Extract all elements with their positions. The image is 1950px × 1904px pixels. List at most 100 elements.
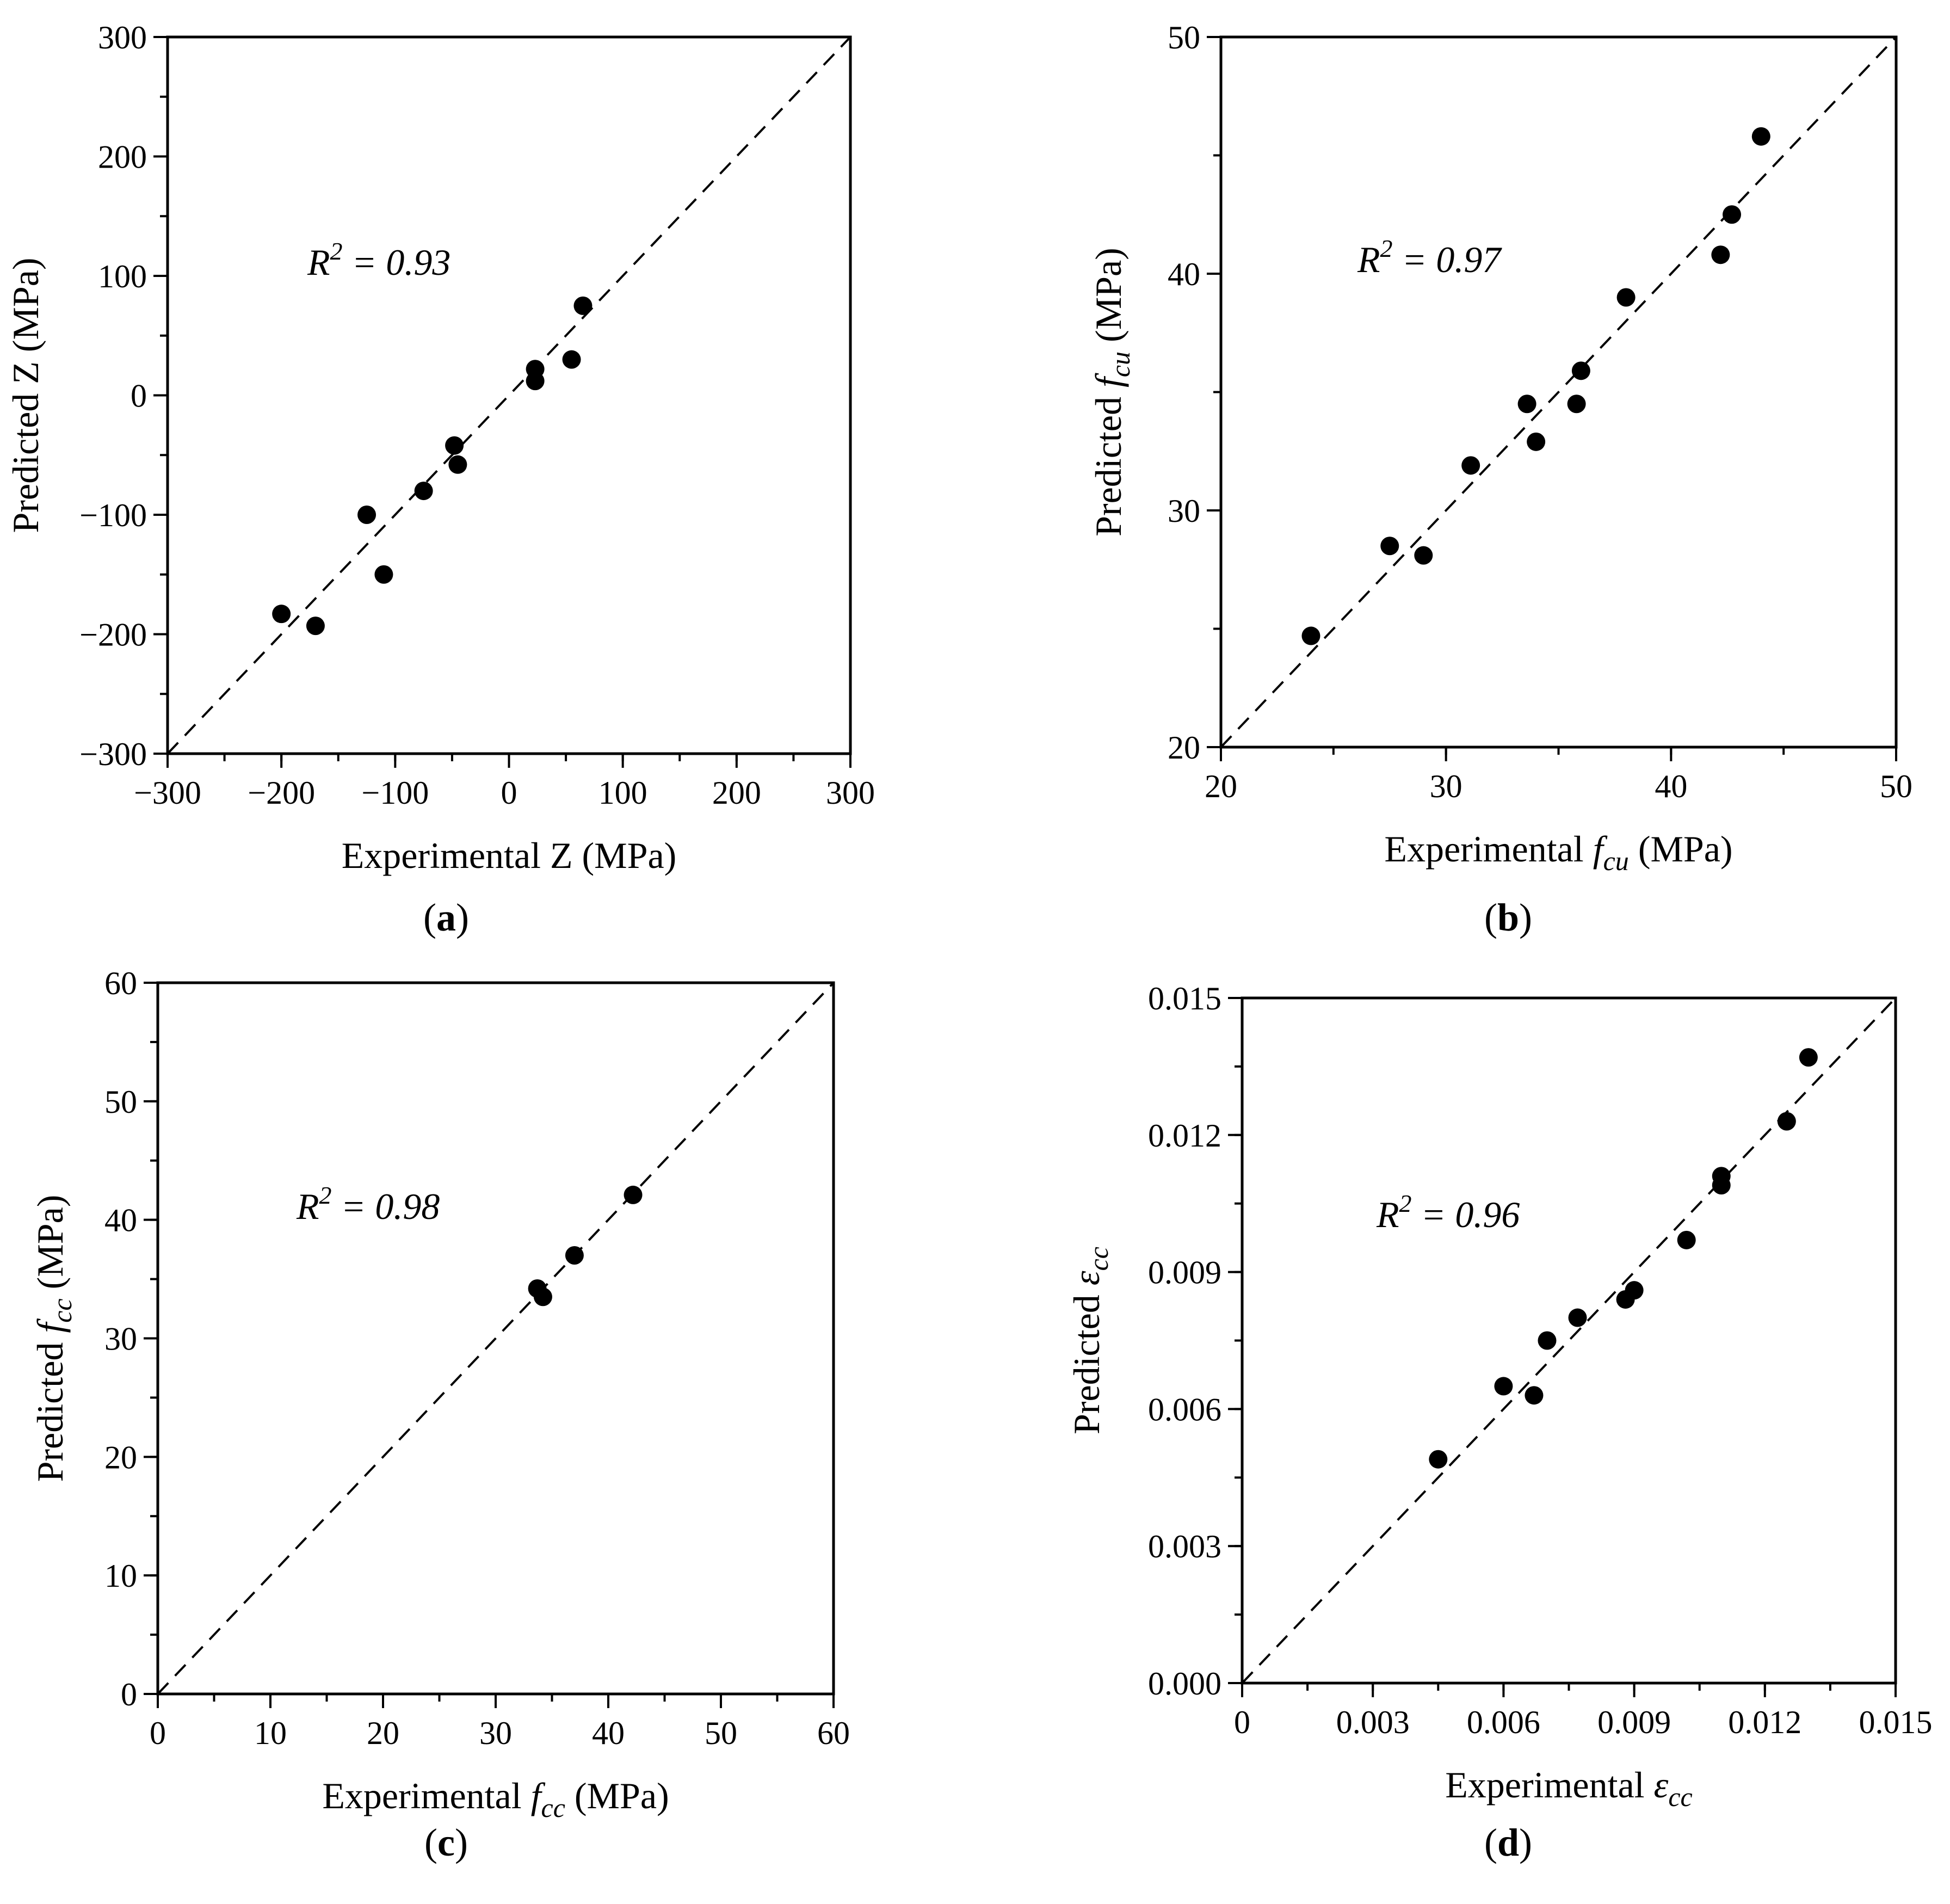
- x-tick-label: 100: [598, 775, 647, 811]
- chart-panel-a: −300 −200 −100 0 100 200 300 −300 −200 −100 0 100 20…: [5, 20, 875, 939]
- data-point: [448, 455, 467, 474]
- y-tick-label: 20: [104, 1439, 137, 1475]
- x-tick-label: 30: [479, 1715, 512, 1751]
- data-point: [573, 296, 593, 315]
- y-axis-title: Predicted εcc: [1066, 1247, 1114, 1434]
- y-tick-label: 60: [104, 965, 137, 1001]
- x-tick-label: 0: [1234, 1704, 1250, 1740]
- y-tick-label: 0: [121, 1677, 137, 1712]
- data-point: [526, 372, 545, 391]
- data-point: [1517, 395, 1536, 414]
- x-tick-label: 50: [705, 1715, 737, 1751]
- y-axis-title: Predicted fcc (MPa): [29, 1195, 77, 1482]
- chart-panel-b: 20 30 40 50 20 30 40 50 R2 = 0.97 Experimental fc…: [1088, 20, 1912, 939]
- data-point: [1751, 127, 1770, 146]
- y-tick-label: 10: [104, 1558, 137, 1594]
- data-point: [624, 1185, 643, 1204]
- x-tick-label: 0.006: [1467, 1704, 1540, 1740]
- x-tick-label: 40: [592, 1715, 625, 1751]
- y-axis-title: Predicted Z (MPa): [5, 257, 46, 533]
- data-point: [533, 1287, 552, 1307]
- y-tick-label: 50: [1168, 20, 1200, 56]
- reference-line: [166, 36, 851, 755]
- x-tick-label: −200: [248, 775, 315, 811]
- data-point: [445, 436, 464, 455]
- y-tick-label: 0.000: [1148, 1666, 1221, 1702]
- panel-label: (c): [424, 1821, 468, 1864]
- x-tick-label: 300: [826, 775, 875, 811]
- data-point: [1571, 361, 1590, 380]
- data-point: [1414, 546, 1433, 565]
- y-tick-label: 0.006: [1148, 1391, 1221, 1427]
- y-tick-label: 30: [1168, 493, 1200, 529]
- x-tick-label: 20: [1205, 768, 1237, 804]
- x-tick-label: 0.012: [1728, 1704, 1801, 1740]
- data-point: [1677, 1230, 1696, 1249]
- data-point: [1568, 1308, 1587, 1327]
- y-tick-label: 40: [104, 1203, 137, 1238]
- r-squared-annotation: R2 = 0.98: [296, 1181, 440, 1227]
- x-tick-label: 0.009: [1597, 1704, 1671, 1740]
- data-point: [1712, 1167, 1731, 1186]
- x-tick-label: 30: [1430, 768, 1462, 804]
- r-squared-annotation: R2 = 0.96: [1376, 1190, 1520, 1235]
- x-tick-label: 20: [367, 1715, 399, 1751]
- data-point: [1616, 288, 1636, 307]
- data-point: [1625, 1281, 1644, 1300]
- x-tick-label: 200: [712, 775, 761, 811]
- x-axis-title: Experimental fcc (MPa): [322, 1775, 669, 1823]
- data-point: [306, 617, 325, 636]
- y-tick-label: −100: [79, 497, 147, 533]
- data-point: [1711, 245, 1730, 264]
- x-tick-label: −300: [134, 775, 201, 811]
- panel-label: (a): [423, 896, 469, 939]
- x-tick-label: 10: [254, 1715, 287, 1751]
- y-tick-label: −200: [79, 617, 147, 653]
- data-point: [1525, 1386, 1544, 1405]
- reference-line: [157, 982, 835, 1695]
- y-tick-label: 0.015: [1148, 981, 1221, 1016]
- y-tick-label: 300: [98, 20, 147, 56]
- data-point: [1380, 537, 1399, 556]
- x-tick-label: 0.003: [1336, 1704, 1410, 1740]
- y-tick-label: 40: [1168, 256, 1200, 292]
- y-tick-label: 0.012: [1148, 1118, 1221, 1154]
- x-axis-title: Experimental εcc: [1445, 1764, 1692, 1812]
- x-tick-label: 60: [817, 1715, 850, 1751]
- x-axis-title: Experimental Z (MPa): [342, 835, 677, 876]
- y-tick-label: 0: [131, 378, 147, 414]
- data-point: [1799, 1048, 1818, 1067]
- x-tick-label: 0: [501, 775, 517, 811]
- y-tick-label: 30: [104, 1321, 137, 1357]
- y-tick-label: 200: [98, 139, 147, 175]
- x-tick-label: 0: [150, 1715, 166, 1751]
- x-tick-label: 0.015: [1859, 1704, 1933, 1740]
- data-point: [1527, 432, 1546, 451]
- x-tick-label: −100: [361, 775, 429, 811]
- data-point: [1301, 626, 1320, 645]
- chart-panel-d: 0 0.003 0.006 0.009 0.012 0.015 0.000 0.003 0.00…: [1066, 981, 1933, 1864]
- y-tick-label: 0.003: [1148, 1529, 1221, 1564]
- data-point: [357, 506, 377, 524]
- data-point: [1429, 1450, 1448, 1469]
- reference-line: [1220, 36, 1897, 748]
- y-tick-label: 20: [1168, 730, 1200, 766]
- r-squared-annotation: R2 = 0.97: [1357, 235, 1502, 280]
- chart-panel-c: 0 10 20 30 40 50 60 0 10 20 30 40 50 60 R2 = 0.98 Exper…: [29, 965, 850, 1864]
- reference-line: [1241, 997, 1897, 1684]
- x-axis-title: Experimental fcu (MPa): [1384, 828, 1732, 876]
- y-tick-label: 0.009: [1148, 1255, 1221, 1291]
- data-point: [1538, 1331, 1557, 1350]
- data-point: [1494, 1377, 1513, 1396]
- x-tick-label: 40: [1655, 768, 1687, 804]
- data-point: [374, 565, 393, 584]
- x-tick-label: 50: [1880, 768, 1912, 804]
- y-axis-title: Predicted fcu (MPa): [1088, 248, 1136, 537]
- panel-label: (b): [1484, 896, 1532, 939]
- data-point: [1723, 205, 1742, 224]
- panel-label: (d): [1484, 1821, 1532, 1864]
- r-squared-annotation: R2 = 0.93: [307, 237, 451, 283]
- y-tick-label: −300: [79, 736, 147, 772]
- y-tick-label: 100: [98, 258, 147, 294]
